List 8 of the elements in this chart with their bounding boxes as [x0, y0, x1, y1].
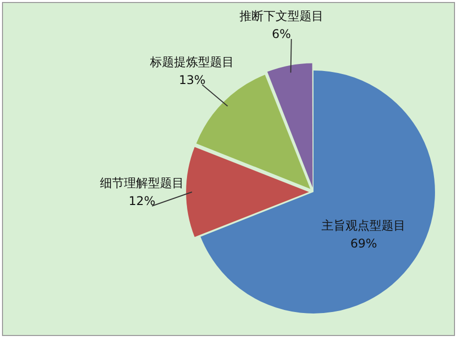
data-label: 69% — [350, 236, 378, 250]
data-label: 12% — [128, 194, 156, 208]
data-label: 13% — [178, 72, 206, 87]
slice-label: 细节理解型题目 — [100, 176, 184, 190]
slice-label: 标题提炼型题目 — [149, 54, 234, 69]
data-label: 6% — [272, 27, 291, 42]
slice-label: 推断下文型题目 — [239, 9, 324, 24]
slice-label: 主旨观点型题目 — [322, 218, 406, 232]
